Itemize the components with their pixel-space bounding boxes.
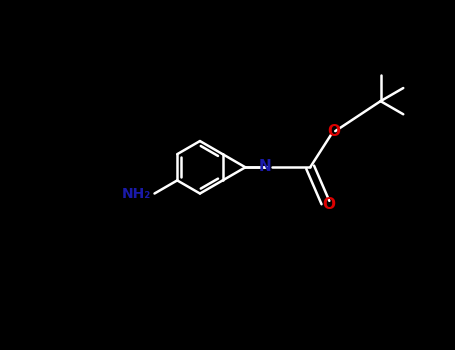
Text: N: N: [258, 159, 271, 174]
Text: O: O: [327, 124, 340, 139]
Text: NH₂: NH₂: [122, 187, 152, 201]
Text: O: O: [322, 197, 335, 212]
